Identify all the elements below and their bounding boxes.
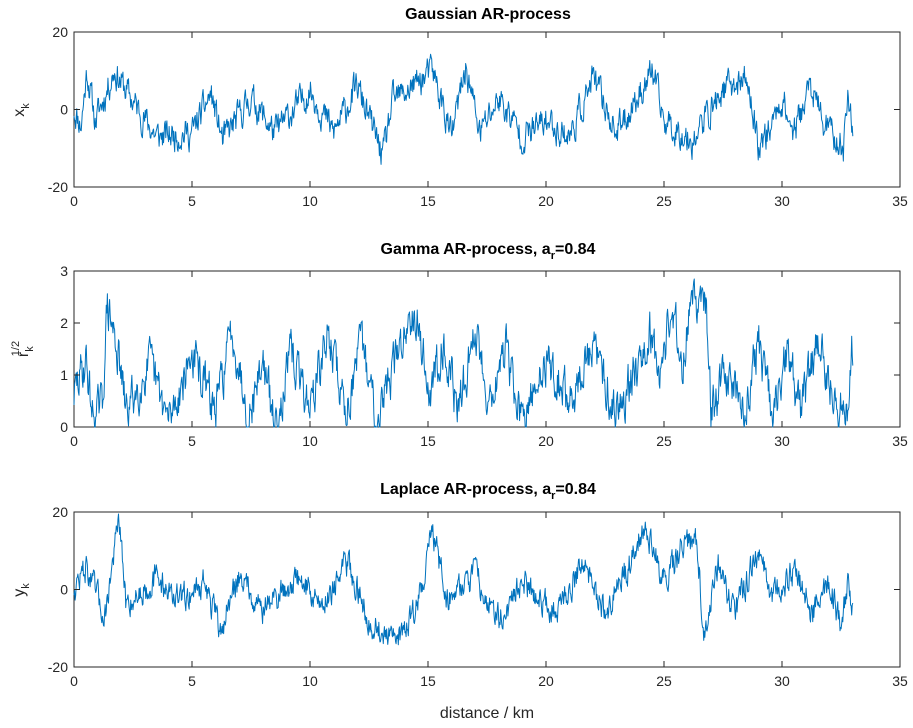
x-tick-label: 0 <box>70 673 78 689</box>
y-tick-label: 1 <box>60 367 68 383</box>
y-tick-label: 0 <box>60 419 68 435</box>
x-tick-label: 5 <box>188 433 196 449</box>
x-tick-label: 25 <box>656 193 672 209</box>
x-tick-label: 35 <box>892 193 908 209</box>
plot-area <box>73 511 901 668</box>
x-tick-label: 25 <box>656 433 672 449</box>
series-layer <box>73 513 854 646</box>
x-tick-label: 30 <box>774 193 790 209</box>
x-tick-label: 20 <box>538 433 554 449</box>
x-tick-label: 0 <box>70 193 78 209</box>
y-tick-label: 0 <box>60 102 68 118</box>
series-line <box>73 278 854 428</box>
x-tick-label: 0 <box>70 433 78 449</box>
x-tick-label: 20 <box>538 193 554 209</box>
x-tick-label: 15 <box>420 193 436 209</box>
x-tick-label: 35 <box>892 673 908 689</box>
series-line <box>73 53 854 165</box>
plot-area <box>73 31 901 188</box>
y-axis-label: xk <box>11 103 32 117</box>
x-tick-label: 20 <box>538 673 554 689</box>
chart-title: Gamma AR-process, ar=0.84 <box>381 241 596 262</box>
plot-area <box>73 270 901 428</box>
x-tick-label: 15 <box>420 673 436 689</box>
gaussian-panel: Gaussian AR-process 0 5 10 15 20 25 30 35-20020… <box>11 6 908 209</box>
y-tick-label: -20 <box>48 659 68 675</box>
y-tick-label: 20 <box>52 24 68 40</box>
chart-title: Gaussian AR-process <box>405 6 571 23</box>
y-tick-label: 2 <box>60 315 68 331</box>
y-tick-label: 3 <box>60 263 68 279</box>
y-tick-label: -20 <box>48 179 68 195</box>
x-axis-label: distance / km <box>440 705 534 722</box>
y-tick-label: 0 <box>60 582 68 598</box>
x-tick-label: 30 <box>774 673 790 689</box>
x-tick-label: 5 <box>188 673 196 689</box>
series-layer <box>73 278 854 428</box>
x-tick-label: 10 <box>302 673 318 689</box>
x-tick-label: 10 <box>302 193 318 209</box>
x-tick-label: 5 <box>188 193 196 209</box>
x-tick-label: 10 <box>302 433 318 449</box>
x-tick-label: 35 <box>892 433 908 449</box>
gamma-panel: Gamma AR-process, ar=0.84 0 5 10 15 20 25 30 35… <box>10 241 908 449</box>
series-layer <box>73 53 854 165</box>
tick-layer: 0 5 10 15 20 25 30 35 0 1 2 3 <box>60 263 908 449</box>
x-tick-label: 30 <box>774 433 790 449</box>
chart-title: Laplace AR-process, ar=0.84 <box>380 481 596 502</box>
x-tick-label: 25 <box>656 673 672 689</box>
x-tick-label: 15 <box>420 433 436 449</box>
y-axis-label: rk1/2 <box>10 341 36 357</box>
series-line <box>73 513 854 646</box>
y-tick-label: 20 <box>52 504 68 520</box>
y-axis-label: yk <box>11 583 32 597</box>
laplace-panel: Laplace AR-process, ar=0.84 0 5 10 15 20 25 30… <box>11 481 908 722</box>
